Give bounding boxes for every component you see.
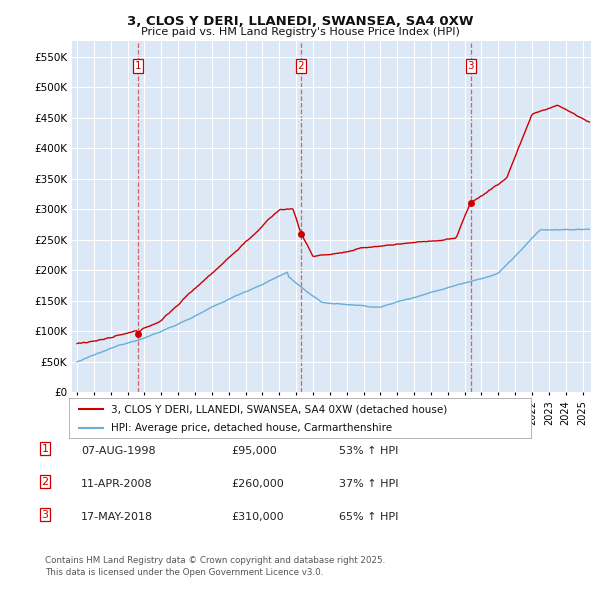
Text: £310,000: £310,000	[231, 512, 284, 522]
Text: £260,000: £260,000	[231, 479, 284, 489]
Text: 07-AUG-1998: 07-AUG-1998	[81, 446, 155, 456]
Text: 3: 3	[41, 510, 49, 520]
Text: 53% ↑ HPI: 53% ↑ HPI	[339, 446, 398, 456]
Text: 3, CLOS Y DERI, LLANEDI, SWANSEA, SA4 0XW: 3, CLOS Y DERI, LLANEDI, SWANSEA, SA4 0X…	[127, 15, 473, 28]
Text: 17-MAY-2018: 17-MAY-2018	[81, 512, 153, 522]
Text: HPI: Average price, detached house, Carmarthenshire: HPI: Average price, detached house, Carm…	[110, 422, 392, 432]
Text: 1: 1	[134, 61, 141, 71]
Text: 11-APR-2008: 11-APR-2008	[81, 479, 152, 489]
Text: 3, CLOS Y DERI, LLANEDI, SWANSEA, SA4 0XW (detached house): 3, CLOS Y DERI, LLANEDI, SWANSEA, SA4 0X…	[110, 404, 447, 414]
Text: 1: 1	[41, 444, 49, 454]
Text: 37% ↑ HPI: 37% ↑ HPI	[339, 479, 398, 489]
Text: 2: 2	[298, 61, 304, 71]
Text: £95,000: £95,000	[231, 446, 277, 456]
Text: 65% ↑ HPI: 65% ↑ HPI	[339, 512, 398, 522]
Text: Contains HM Land Registry data © Crown copyright and database right 2025.
This d: Contains HM Land Registry data © Crown c…	[45, 556, 385, 577]
Text: 2: 2	[41, 477, 49, 487]
Text: Price paid vs. HM Land Registry's House Price Index (HPI): Price paid vs. HM Land Registry's House …	[140, 27, 460, 37]
Text: 3: 3	[467, 61, 474, 71]
